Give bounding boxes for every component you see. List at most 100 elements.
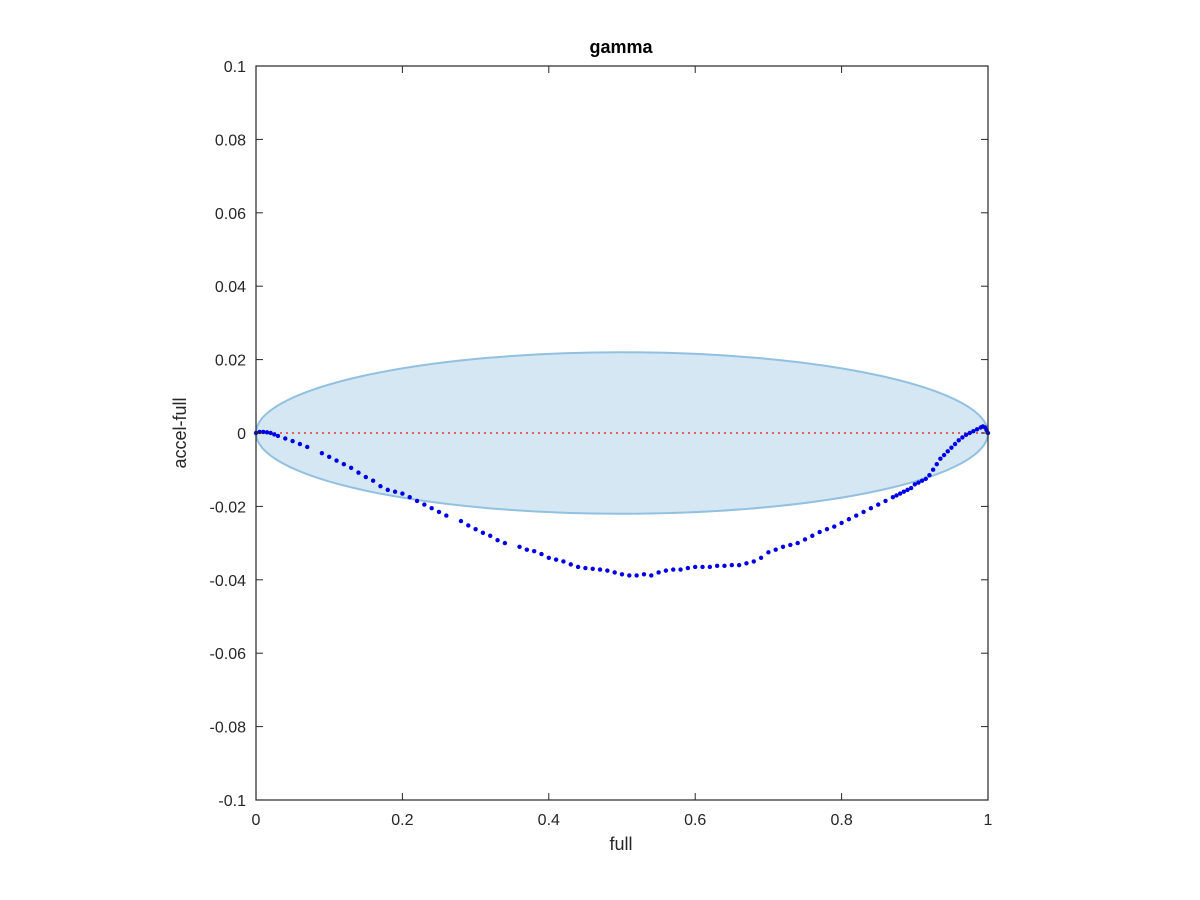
data-point <box>495 537 500 543</box>
y-tick-label: 0 <box>237 426 246 443</box>
y-tick-label: -0.04 <box>210 573 247 590</box>
data-point <box>575 564 581 570</box>
data-point <box>612 570 617 575</box>
data-point <box>960 435 965 440</box>
y-tick-label: -0.08 <box>210 720 247 737</box>
data-point <box>685 565 691 571</box>
data-point <box>861 509 866 515</box>
data-point <box>385 487 390 493</box>
data-point <box>671 567 676 572</box>
data-point <box>473 526 478 532</box>
data-point <box>744 561 749 566</box>
data-point <box>590 566 595 571</box>
data-point <box>963 432 969 438</box>
y-tick-label: -0.02 <box>210 499 247 516</box>
data-point <box>568 562 573 567</box>
x-tick-label: 0.4 <box>538 812 560 829</box>
data-point <box>649 573 654 578</box>
data-point <box>392 489 398 494</box>
data-point <box>912 482 917 487</box>
data-point <box>517 544 522 549</box>
y-tick-label: 0.06 <box>215 206 246 223</box>
data-point <box>967 430 972 436</box>
data-point <box>458 518 464 524</box>
data-point <box>466 523 471 528</box>
data-point <box>634 573 639 578</box>
data-point <box>319 450 325 456</box>
data-point <box>854 513 859 518</box>
data-point <box>795 540 800 546</box>
data-point <box>341 461 347 467</box>
data-point <box>370 478 376 483</box>
data-point <box>414 498 420 504</box>
data-point <box>290 438 295 444</box>
data-point <box>619 572 625 577</box>
data-point <box>945 449 950 454</box>
data-point <box>846 517 852 522</box>
data-point <box>901 489 907 494</box>
y-tick-label: 0.08 <box>215 132 246 149</box>
data-point <box>919 478 925 483</box>
data-point <box>539 551 544 557</box>
data-point <box>264 430 270 435</box>
y-tick-label: 0.1 <box>224 59 246 76</box>
data-point <box>934 461 939 467</box>
data-point <box>714 563 720 569</box>
data-point <box>905 487 910 493</box>
y-tick-label: 0.02 <box>215 353 246 370</box>
data-point <box>758 555 764 560</box>
data-point <box>363 474 368 480</box>
data-point <box>766 550 771 555</box>
data-point <box>817 529 822 535</box>
y-axis-label: accel-full <box>170 397 190 468</box>
y-tick-label: 0.04 <box>215 279 246 296</box>
data-point <box>444 513 449 518</box>
y-tick-label: -0.1 <box>218 793 246 810</box>
y-tick-label: -0.06 <box>210 646 247 663</box>
data-point <box>832 524 837 529</box>
x-tick-label: 0.2 <box>391 812 413 829</box>
data-point <box>952 441 958 447</box>
data-point <box>597 567 603 572</box>
data-point <box>356 470 361 475</box>
data-point <box>400 491 405 496</box>
data-point <box>561 559 566 564</box>
data-point <box>627 573 632 578</box>
data-point <box>810 533 815 538</box>
data-point <box>974 427 980 432</box>
data-point <box>751 559 756 564</box>
data-point <box>916 480 921 485</box>
data-point <box>923 476 928 482</box>
data-point <box>729 562 734 568</box>
data-point <box>890 495 896 500</box>
data-point <box>327 454 332 460</box>
data-point <box>283 436 288 441</box>
data-point <box>531 548 537 554</box>
data-point <box>272 432 277 437</box>
data-point <box>524 547 530 552</box>
data-point <box>897 491 903 496</box>
data-point <box>663 568 669 573</box>
data-point <box>788 542 793 548</box>
data-point <box>378 484 383 489</box>
x-tick-label: 1 <box>984 812 993 829</box>
x-tick-label: 0 <box>252 812 261 829</box>
data-point <box>605 568 610 573</box>
data-point <box>436 509 442 515</box>
data-point <box>422 502 427 507</box>
x-tick-label: 0.6 <box>684 812 706 829</box>
data-point <box>700 564 705 570</box>
data-point <box>941 452 947 458</box>
chart-title: gamma <box>589 37 653 57</box>
data-point <box>956 438 961 443</box>
x-tick-label: 0.8 <box>830 812 852 829</box>
data-point <box>894 493 899 498</box>
x-axis-label: full <box>609 834 632 854</box>
data-point <box>883 498 888 504</box>
data-point <box>305 444 310 450</box>
data-point <box>930 467 936 472</box>
data-point <box>553 557 559 562</box>
data-point <box>971 428 976 434</box>
data-point <box>876 502 881 507</box>
